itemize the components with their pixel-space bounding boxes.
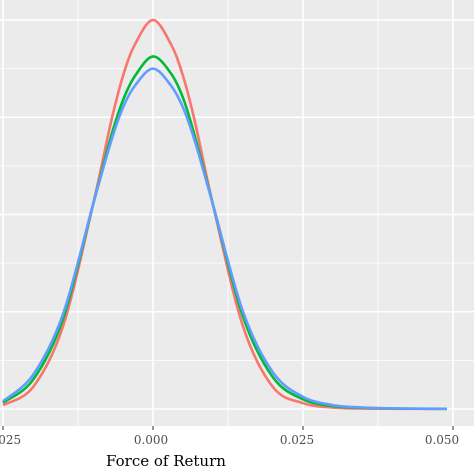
series-lines [2, 18, 448, 411]
x-tick-label-2: 0.000 [134, 433, 168, 447]
plot-panel [0, 0, 474, 426]
x-axis-ticks [2, 426, 454, 430]
x-tick-label-3: 0.025 [280, 433, 314, 447]
density-line-3 [2, 67, 448, 411]
x-tick-label-1: 0.025 [0, 433, 21, 447]
x-axis-title: Force of Return [106, 452, 226, 470]
x-tick-label-4: 0.050 [425, 433, 459, 447]
